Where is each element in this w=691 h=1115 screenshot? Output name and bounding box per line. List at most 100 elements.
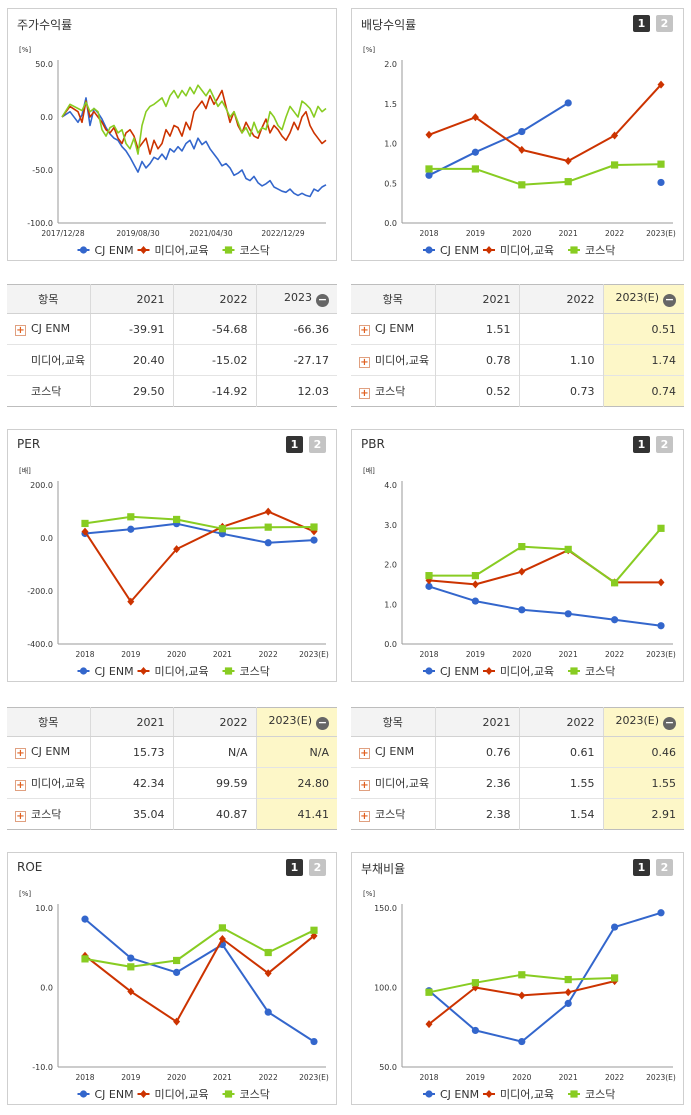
y-tick-label: 3.0: [384, 521, 397, 530]
legend-label: 코스닥: [240, 665, 270, 678]
data-point: [425, 130, 433, 139]
table-cell: 12.03: [255, 375, 337, 407]
x-tick-label: 2019: [121, 1073, 140, 1082]
data-point: [657, 160, 665, 168]
expand-icon[interactable]: +: [15, 748, 26, 759]
page-2-button[interactable]: 2: [656, 436, 673, 453]
x-tick-label: 2023(E): [646, 229, 676, 238]
data-point: [425, 1020, 433, 1029]
row-label: 미디어,교육: [375, 354, 430, 367]
col-header: 2022: [518, 284, 603, 314]
series-line: [61, 97, 327, 198]
x-tick-label: 2018: [75, 1073, 94, 1082]
collapse-icon[interactable]: −: [316, 716, 329, 730]
legend-label: 미디어,교육: [500, 244, 554, 257]
col-header-label: 2023(E): [268, 714, 312, 727]
pager: 1 2: [286, 859, 326, 876]
page-2-button[interactable]: 2: [309, 436, 326, 453]
y-tick-label: 0.5: [384, 179, 397, 188]
row-label: 코스닥: [31, 808, 62, 821]
expand-icon[interactable]: +: [359, 780, 370, 791]
expand-icon[interactable]: +: [359, 357, 370, 368]
x-tick-label: 2022: [605, 650, 624, 659]
table-row: + 미디어,교육 42.34 99.59 24.80: [7, 767, 337, 799]
x-tick-label: 2020: [512, 650, 531, 659]
data-point: [518, 606, 526, 614]
y-tick-label: 1.0: [384, 140, 397, 149]
table-cell: 1.55: [602, 767, 684, 799]
data-point: [657, 524, 665, 532]
pager: 1 2: [286, 436, 326, 453]
y-unit-label: [%]: [363, 46, 375, 54]
y-tick-label: 1.5: [384, 100, 397, 109]
legend-marker: [485, 667, 493, 675]
legend-marker: [140, 667, 147, 675]
expand-icon[interactable]: +: [15, 325, 26, 336]
expand-icon[interactable]: +: [359, 748, 370, 759]
series-line: [428, 549, 661, 586]
table-cell: -54.68: [172, 313, 256, 345]
legend-label: CJ ENM: [440, 1088, 479, 1101]
y-tick-label: 2.0: [384, 60, 397, 69]
x-tick-label: 2018: [419, 650, 438, 659]
legend-label: CJ ENM: [95, 665, 134, 678]
expand-icon[interactable]: +: [359, 388, 370, 399]
row-label: 미디어,교육: [375, 777, 430, 790]
data-point: [127, 954, 135, 962]
data-point: [264, 969, 272, 978]
data-point: [564, 975, 572, 984]
table-cell: 1.54: [518, 798, 603, 830]
page-1-button[interactable]: 1: [286, 436, 303, 453]
series-line: [84, 515, 315, 530]
table-row: + CJ ENM 15.73 N/A N/A: [7, 736, 337, 768]
collapse-icon[interactable]: −: [316, 293, 329, 307]
data-point: [218, 935, 226, 944]
data-point: [218, 924, 226, 932]
table-cell: 40.87: [172, 798, 256, 830]
expand-icon[interactable]: +: [15, 780, 26, 791]
legend-marker: [570, 246, 578, 254]
legend-label: CJ ENM: [440, 665, 479, 678]
series-line: [61, 89, 327, 155]
table-cell: -66.36: [255, 313, 337, 345]
page-1-button[interactable]: 1: [633, 15, 650, 32]
page-1-button[interactable]: 1: [633, 436, 650, 453]
page-1-button[interactable]: 1: [286, 859, 303, 876]
expand-icon[interactable]: +: [359, 811, 370, 822]
data-point: [611, 923, 619, 931]
row-label: CJ ENM: [375, 745, 415, 758]
col-header: 2022: [172, 707, 256, 737]
y-tick-label: -50.0: [32, 166, 53, 175]
data-point: [127, 963, 135, 971]
page-2-button[interactable]: 2: [656, 859, 673, 876]
expand-icon[interactable]: +: [15, 811, 26, 822]
y-unit-label: [%]: [19, 46, 31, 54]
y-tick-label: 2.0: [384, 561, 397, 570]
table-cell: 1.55: [518, 767, 603, 799]
table-cell: 2.38: [434, 798, 519, 830]
page-2-button[interactable]: 2: [656, 15, 673, 32]
page-1-button[interactable]: 1: [633, 859, 650, 876]
legend-label: 코스닥: [240, 244, 270, 257]
y-tick-label: 0.0: [384, 640, 397, 649]
series-line: [84, 510, 315, 603]
data-point: [564, 999, 572, 1007]
legend-marker: [79, 246, 88, 254]
collapse-icon[interactable]: −: [663, 716, 676, 730]
col-header: 항목: [7, 707, 90, 737]
y-tick-label: -100.0: [27, 219, 53, 228]
col-header: 2021: [89, 284, 173, 314]
y-tick-label: 0.0: [40, 984, 53, 993]
data-point: [310, 926, 318, 934]
collapse-icon[interactable]: −: [663, 293, 676, 307]
page-2-button[interactable]: 2: [309, 859, 326, 876]
col-header: 2021: [89, 707, 173, 737]
table-cell: 0.74: [602, 375, 684, 407]
table-cell: N/A: [255, 736, 337, 768]
table-cell: 1.74: [602, 344, 684, 376]
table-cell: 29.50: [89, 375, 173, 407]
legend-label: CJ ENM: [95, 1088, 134, 1101]
expand-icon[interactable]: +: [359, 325, 370, 336]
data-point: [611, 616, 619, 624]
x-tick-label: 2020: [167, 1073, 186, 1082]
